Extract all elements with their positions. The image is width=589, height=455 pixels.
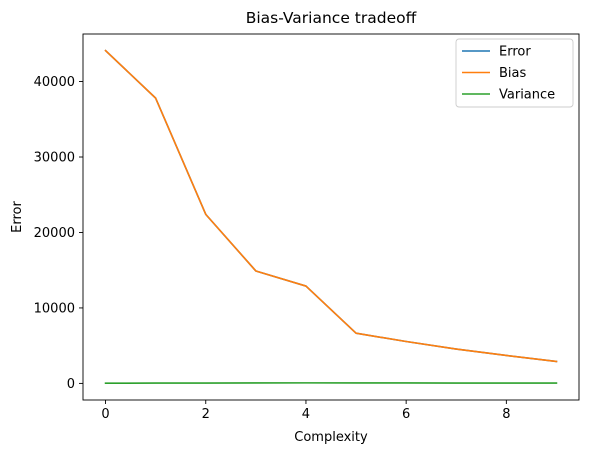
- y-tick-label: 10000: [34, 301, 75, 316]
- x-tick-label: 0: [101, 407, 109, 422]
- y-tick-label: 0: [67, 377, 75, 392]
- x-tick-label: 6: [402, 407, 410, 422]
- legend-label-bias: Bias: [499, 66, 526, 81]
- legend-label-variance: Variance: [499, 88, 555, 103]
- x-tick-label: 4: [302, 407, 310, 422]
- legend-label-error: Error: [499, 45, 531, 60]
- y-tick-label: 20000: [34, 226, 75, 241]
- x-tick-label: 2: [202, 407, 210, 422]
- y-tick-label: 40000: [34, 75, 75, 90]
- y-axis-label: Error: [10, 201, 25, 233]
- x-tick-label: 8: [502, 407, 510, 422]
- chart-title: Bias-Variance tradeoff: [246, 9, 417, 27]
- legend: Error Bias Variance: [456, 39, 573, 107]
- y-tick-label: 30000: [34, 151, 75, 166]
- x-axis-label: Complexity: [294, 430, 368, 445]
